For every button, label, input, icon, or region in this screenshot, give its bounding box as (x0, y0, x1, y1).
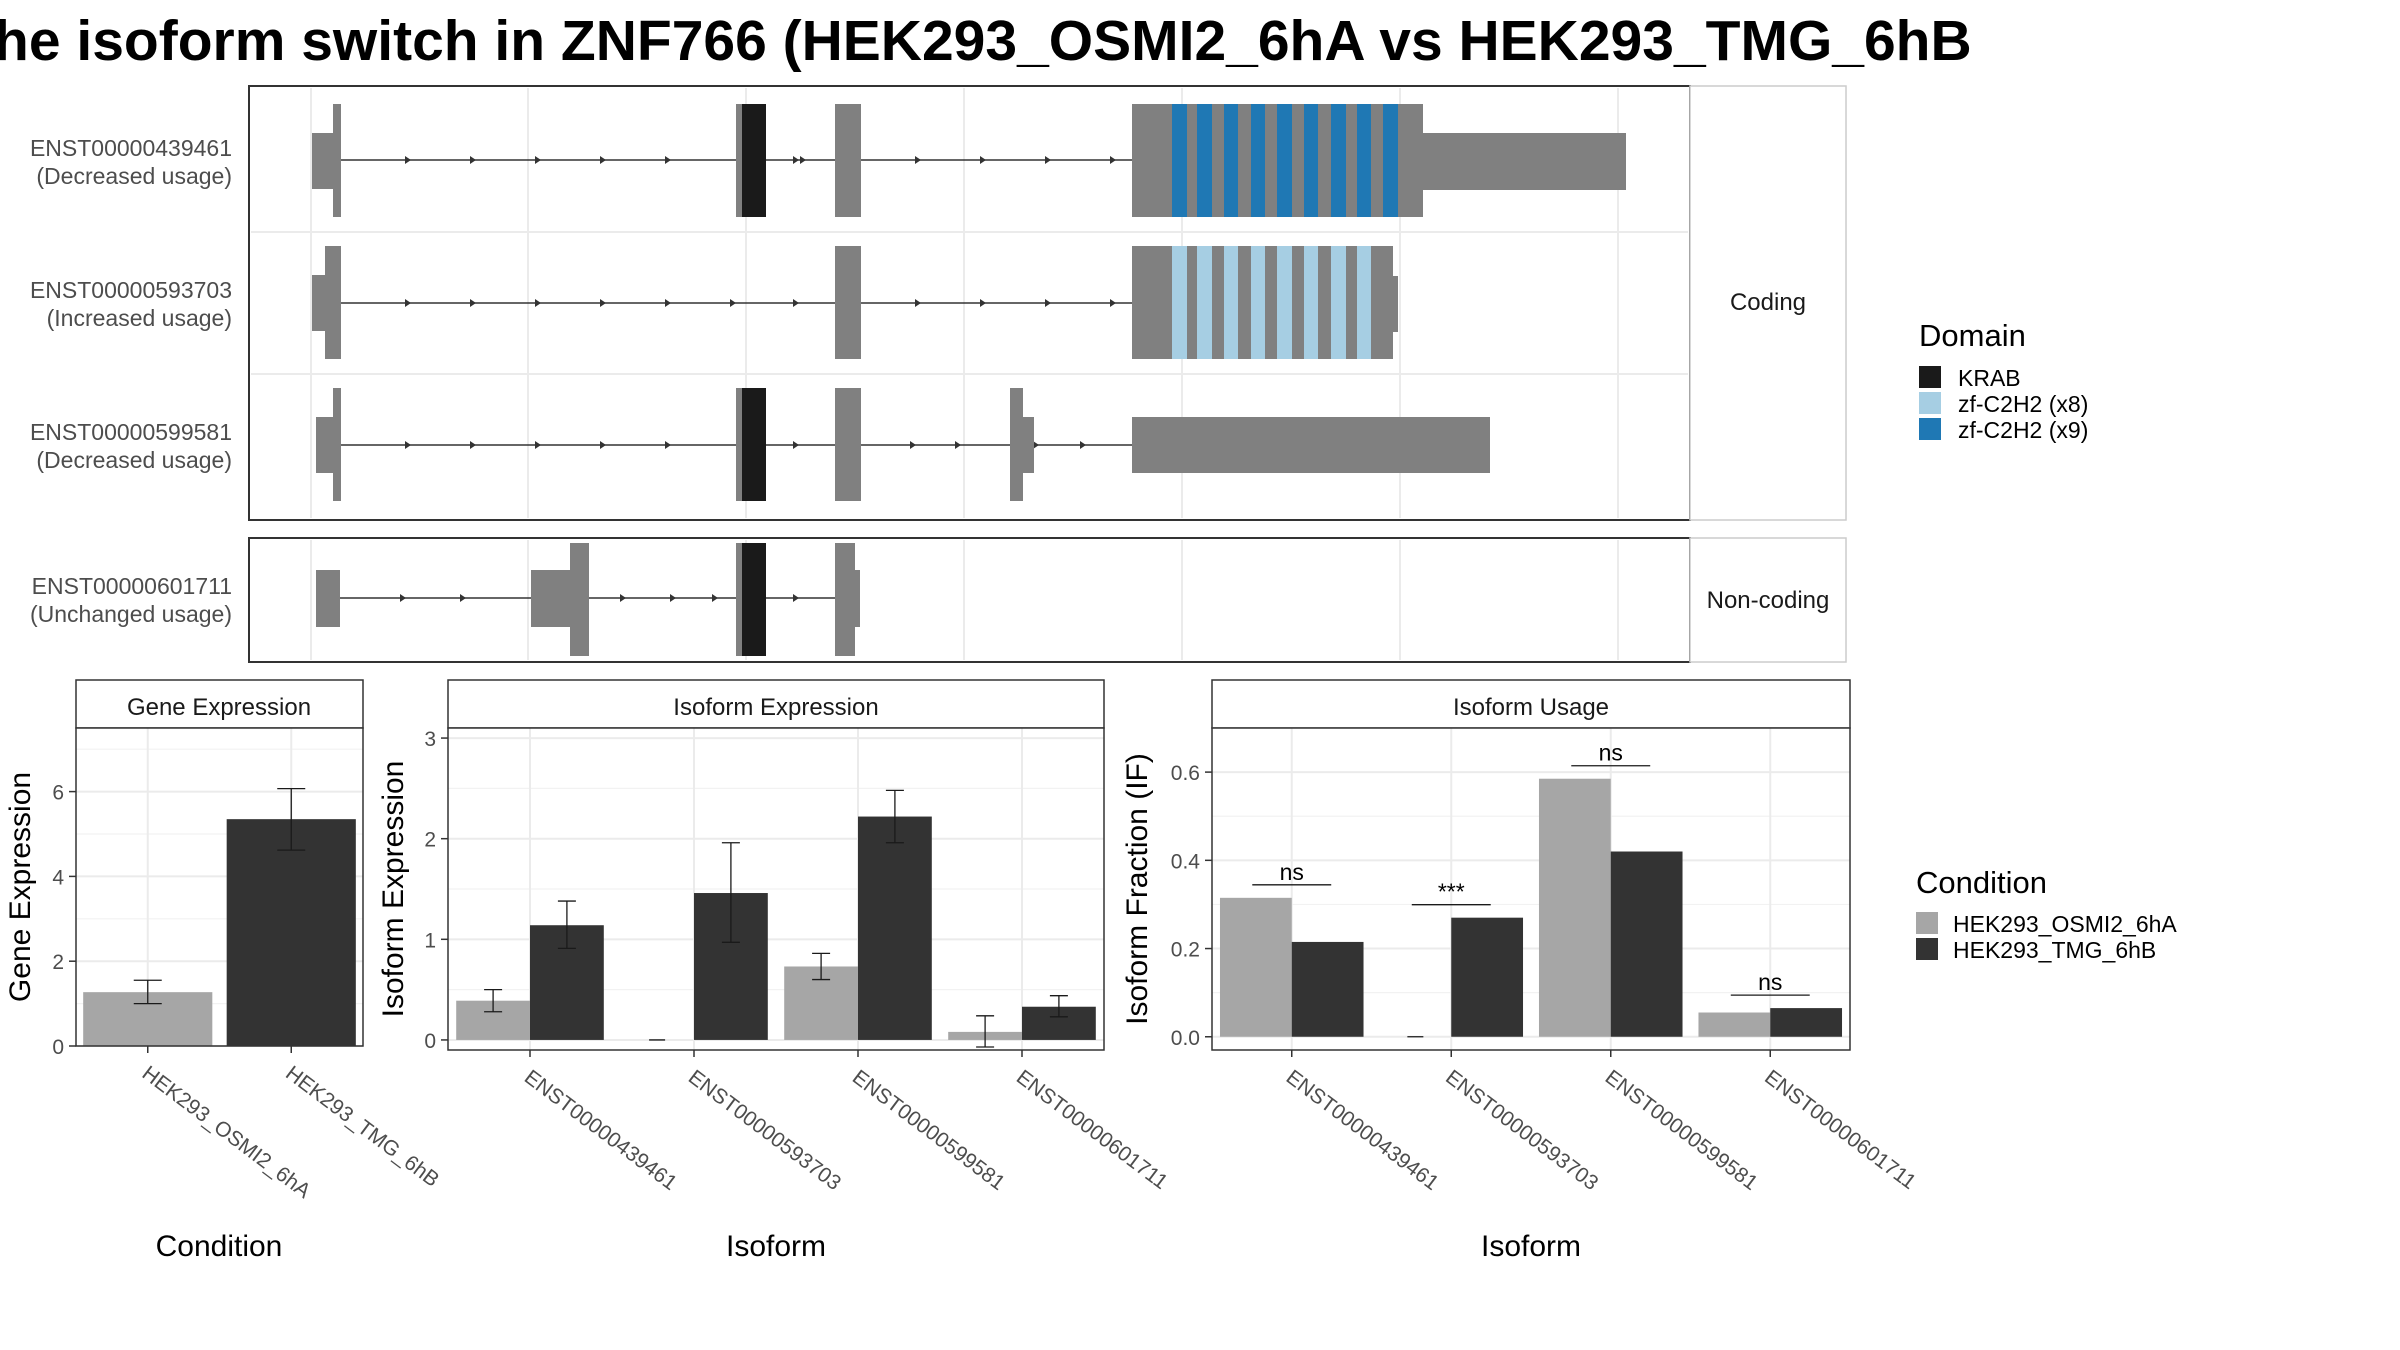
transcript-structure-panel: Coding Non-coding ENST00000439461 (Decre… (30, 85, 1847, 663)
x-axis-title: Condition (156, 1230, 283, 1263)
krab-legend-key (1919, 366, 1941, 388)
transcript-usage-1: (Decreased usage) (36, 163, 232, 189)
bar-condB (1770, 1008, 1843, 1037)
condB-legend-label: HEK293_TMG_6hB (1953, 937, 2156, 963)
transcript-label-1: ENST00000439461 (30, 135, 232, 161)
x-tick-label: ENST00000593703 (1441, 1066, 1602, 1195)
x-axis-title: Isoform (726, 1230, 826, 1263)
bar-condB (858, 816, 932, 1040)
y-tick-label: 3 (424, 728, 436, 751)
x-tick-label: ENST00000439461 (520, 1066, 681, 1195)
significance-label: *** (1438, 879, 1465, 905)
zf-c2h2-x8-domain (1172, 246, 1371, 359)
condition-legend: Condition HEK293_OSMI2_6hA HEK293_TMG_6h… (1916, 865, 2177, 963)
zf8-legend-label: zf-C2H2 (x8) (1958, 391, 2088, 417)
significance-label: ns (1280, 859, 1304, 885)
panel-strip (1211, 679, 1851, 729)
transcript-4-model (316, 543, 860, 656)
panel-border (447, 727, 1105, 1051)
transcript-2-model (312, 246, 1398, 359)
y-tick-label: 2 (52, 951, 64, 974)
panel-title: Isoform Expression (673, 694, 878, 721)
x-tick-label: HEK293_TMG_6hB (281, 1062, 443, 1192)
y-axis-title: Isoform Fraction (IF) (1121, 753, 1154, 1025)
transcript-usage-2: (Increased usage) (47, 305, 232, 331)
x-tick-label: ENST00000599581 (848, 1066, 1009, 1195)
condA-legend-label: HEK293_OSMI2_6hA (1953, 911, 2177, 937)
krab-legend-label: KRAB (1958, 365, 2021, 391)
panel-title: Gene Expression (127, 694, 311, 721)
bar-condB (1451, 917, 1524, 1037)
transcript-usage-3: (Decreased usage) (36, 447, 232, 473)
panel-border (1211, 727, 1851, 1051)
x-tick-label: ENST00000601711 (1760, 1066, 1920, 1194)
x-axis-title: Isoform (1481, 1230, 1581, 1263)
bar-condB (1610, 851, 1683, 1037)
y-tick-label: 0.6 (1171, 762, 1200, 785)
zf8-legend-key (1919, 392, 1941, 414)
bar-condA (1219, 897, 1292, 1037)
panel-strip (75, 679, 364, 729)
significance-label: ns (1599, 740, 1623, 766)
condA-legend-key (1916, 912, 1938, 934)
transcript-3-model (316, 388, 1490, 501)
domain-legend-title: Domain (1919, 318, 2026, 353)
coding-strip (1689, 85, 1847, 521)
x-tick-label: ENST00000593703 (684, 1066, 845, 1195)
panel-title: Isoform Usage (1453, 694, 1609, 721)
y-axis-title: Gene Expression (4, 772, 37, 1002)
zf9-legend-label: zf-C2H2 (x9) (1958, 417, 2088, 443)
y-tick-label: 1 (424, 929, 436, 952)
coding-strip-label: Coding (1730, 289, 1806, 316)
y-tick-label: 0 (52, 1036, 64, 1059)
bar-condA (1538, 778, 1611, 1037)
y-tick-label: 2 (424, 829, 436, 852)
y-tick-label: 0.4 (1171, 850, 1201, 873)
noncoding-strip-label: Non-coding (1707, 587, 1830, 614)
y-tick-label: 4 (52, 866, 64, 889)
bar-condB (1291, 941, 1364, 1037)
x-tick-label: ENST00000439461 (1282, 1066, 1443, 1195)
transcript-usage-4: (Unchanged usage) (30, 601, 232, 627)
y-tick-label: 6 (52, 782, 64, 805)
x-tick-label: ENST00000601711 (1012, 1066, 1172, 1194)
noncoding-strip (1689, 537, 1847, 663)
noncoding-panel (248, 537, 1691, 663)
transcript-label-3: ENST00000599581 (30, 419, 232, 445)
y-tick-label: 0.0 (1171, 1027, 1200, 1050)
condB-legend-key (1916, 938, 1938, 960)
significance-label: ns (1758, 969, 1782, 995)
transcript-label-4: ENST00000601711 (32, 573, 232, 599)
transcript-1-model (312, 104, 1626, 217)
transcript-label-2: ENST00000593703 (30, 277, 232, 303)
x-tick-label: ENST00000599581 (1601, 1066, 1762, 1195)
condition-legend-title: Condition (1916, 865, 2047, 900)
bar-condA (1698, 1012, 1771, 1037)
panel-border (75, 727, 364, 1047)
y-tick-label: 0 (424, 1030, 436, 1053)
y-tick-label: 0.2 (1171, 939, 1200, 962)
zf-c2h2-x9-domain (1172, 104, 1398, 217)
domain-legend: Domain KRAB zf-C2H2 (x8) zf-C2H2 (x9) (1919, 318, 2088, 443)
zf9-legend-key (1919, 418, 1941, 440)
panel-strip (447, 679, 1105, 729)
isoform-usage-chart: Isoform Usage ns *** ns ns 0.0 0.2 0.4 0.6 ENST00… (1121, 679, 1920, 1263)
bar-condB (226, 819, 356, 1046)
y-axis-title: Isoform Expression (377, 761, 410, 1018)
page-title: he isoform switch in ZNF766 (HEK293_OSMI… (0, 9, 1972, 73)
